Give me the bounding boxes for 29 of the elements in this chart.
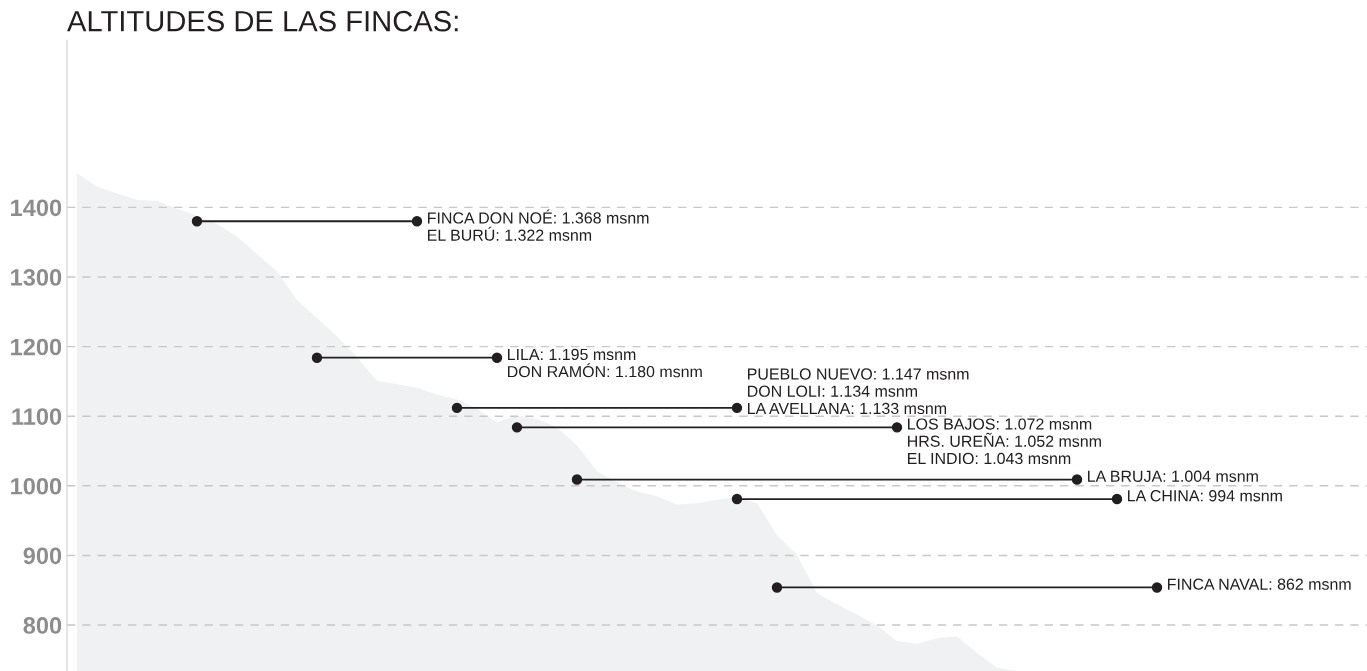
point [1151,582,1163,593]
y-tick-label: 1000 [11,477,62,495]
y-tick-label: 1400 [11,199,62,217]
point [891,422,903,433]
point [731,402,743,414]
point [1071,474,1083,485]
y-tick-label: 1100 [12,408,62,425]
point [191,216,203,227]
y-tick-label: 800 [23,617,62,634]
series-label: LILA: 1.195 msnm DON RAMÓN: 1.180 msnm [508,348,702,378]
point [571,474,583,485]
point [731,493,743,505]
chart-title: ALTITUDES DE LAS FINCAS: [67,10,458,32]
series-label: FINCA NAVAL: 862 msnm [1168,578,1351,590]
y-tick-label: 1300 [11,269,62,286]
point [491,352,503,363]
y-tick-label: 1200 [11,338,62,356]
point [771,582,783,593]
series-label: LOS BAJOS: 1.072 msnm HRS. UREÑA: 1.052 msnm EL INDIO: 1.043 msnm [908,418,1101,465]
point [511,422,523,433]
series-label: LA BRUJA: 1.004 msnm [1088,470,1258,482]
series-label: PUEBLO NUEVO: 1.147 msnm DON LOLI: 1.134 msnm LA AVELLANA: 1.133 msnm [748,368,969,415]
y-tick-label: 900 [23,547,62,565]
point [1111,493,1123,505]
point [411,216,423,227]
point [311,352,323,363]
point [451,402,463,414]
series-label: LA CHINA: 994 msnm [1128,490,1282,502]
series-label: FINCA DON NOÉ: 1.368 msnm EL BURÚ: 1.322 msnm [428,209,649,241]
